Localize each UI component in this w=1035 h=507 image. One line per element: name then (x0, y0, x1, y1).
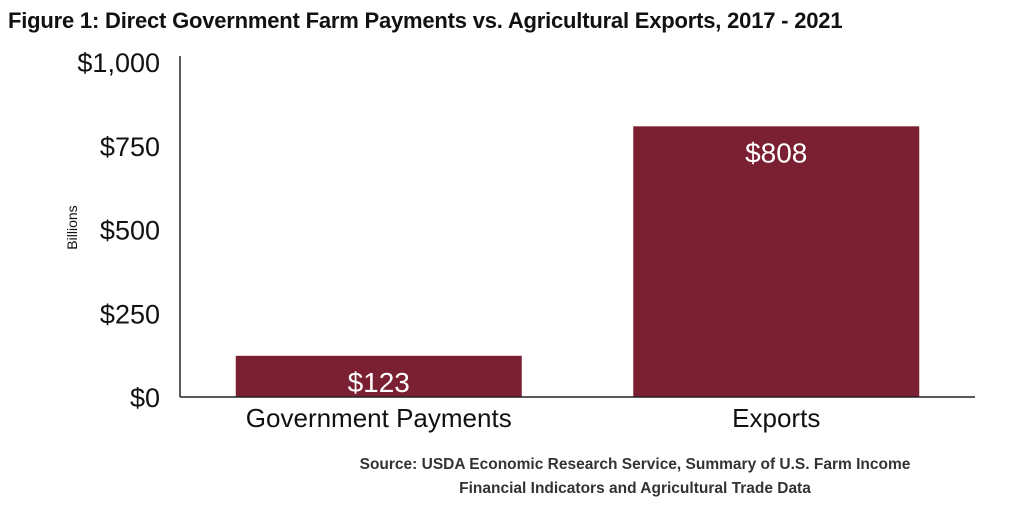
chart-title: Figure 1: Direct Government Farm Payment… (8, 8, 843, 33)
y-axis-ticks: $0 $250 $500 $750 $1,000 (77, 48, 160, 413)
source-note: Source: USDA Economic Research Service, … (260, 453, 1010, 501)
y-tick-label: $500 (100, 216, 160, 246)
bar (633, 126, 920, 397)
bar-value-label: $123 (348, 367, 410, 398)
x-tick-label: Government Payments (246, 403, 512, 433)
y-tick-label: $1,000 (77, 48, 160, 78)
bars: $123 $808 (235, 126, 920, 398)
y-tick-label: $750 (100, 132, 160, 162)
bar-value-label: $808 (745, 137, 807, 168)
y-tick-label: $0 (130, 383, 160, 413)
source-line-1: Source: USDA Economic Research Service, … (359, 456, 911, 473)
y-axis-label: Billions (64, 205, 80, 249)
x-tick-label: Exports (732, 403, 820, 433)
x-axis-tick-labels: Government Payments Exports (246, 403, 821, 433)
y-tick-label: $250 (100, 299, 160, 329)
bar (235, 355, 522, 397)
source-line-2: Financial Indicators and Agricultural Tr… (459, 480, 811, 497)
